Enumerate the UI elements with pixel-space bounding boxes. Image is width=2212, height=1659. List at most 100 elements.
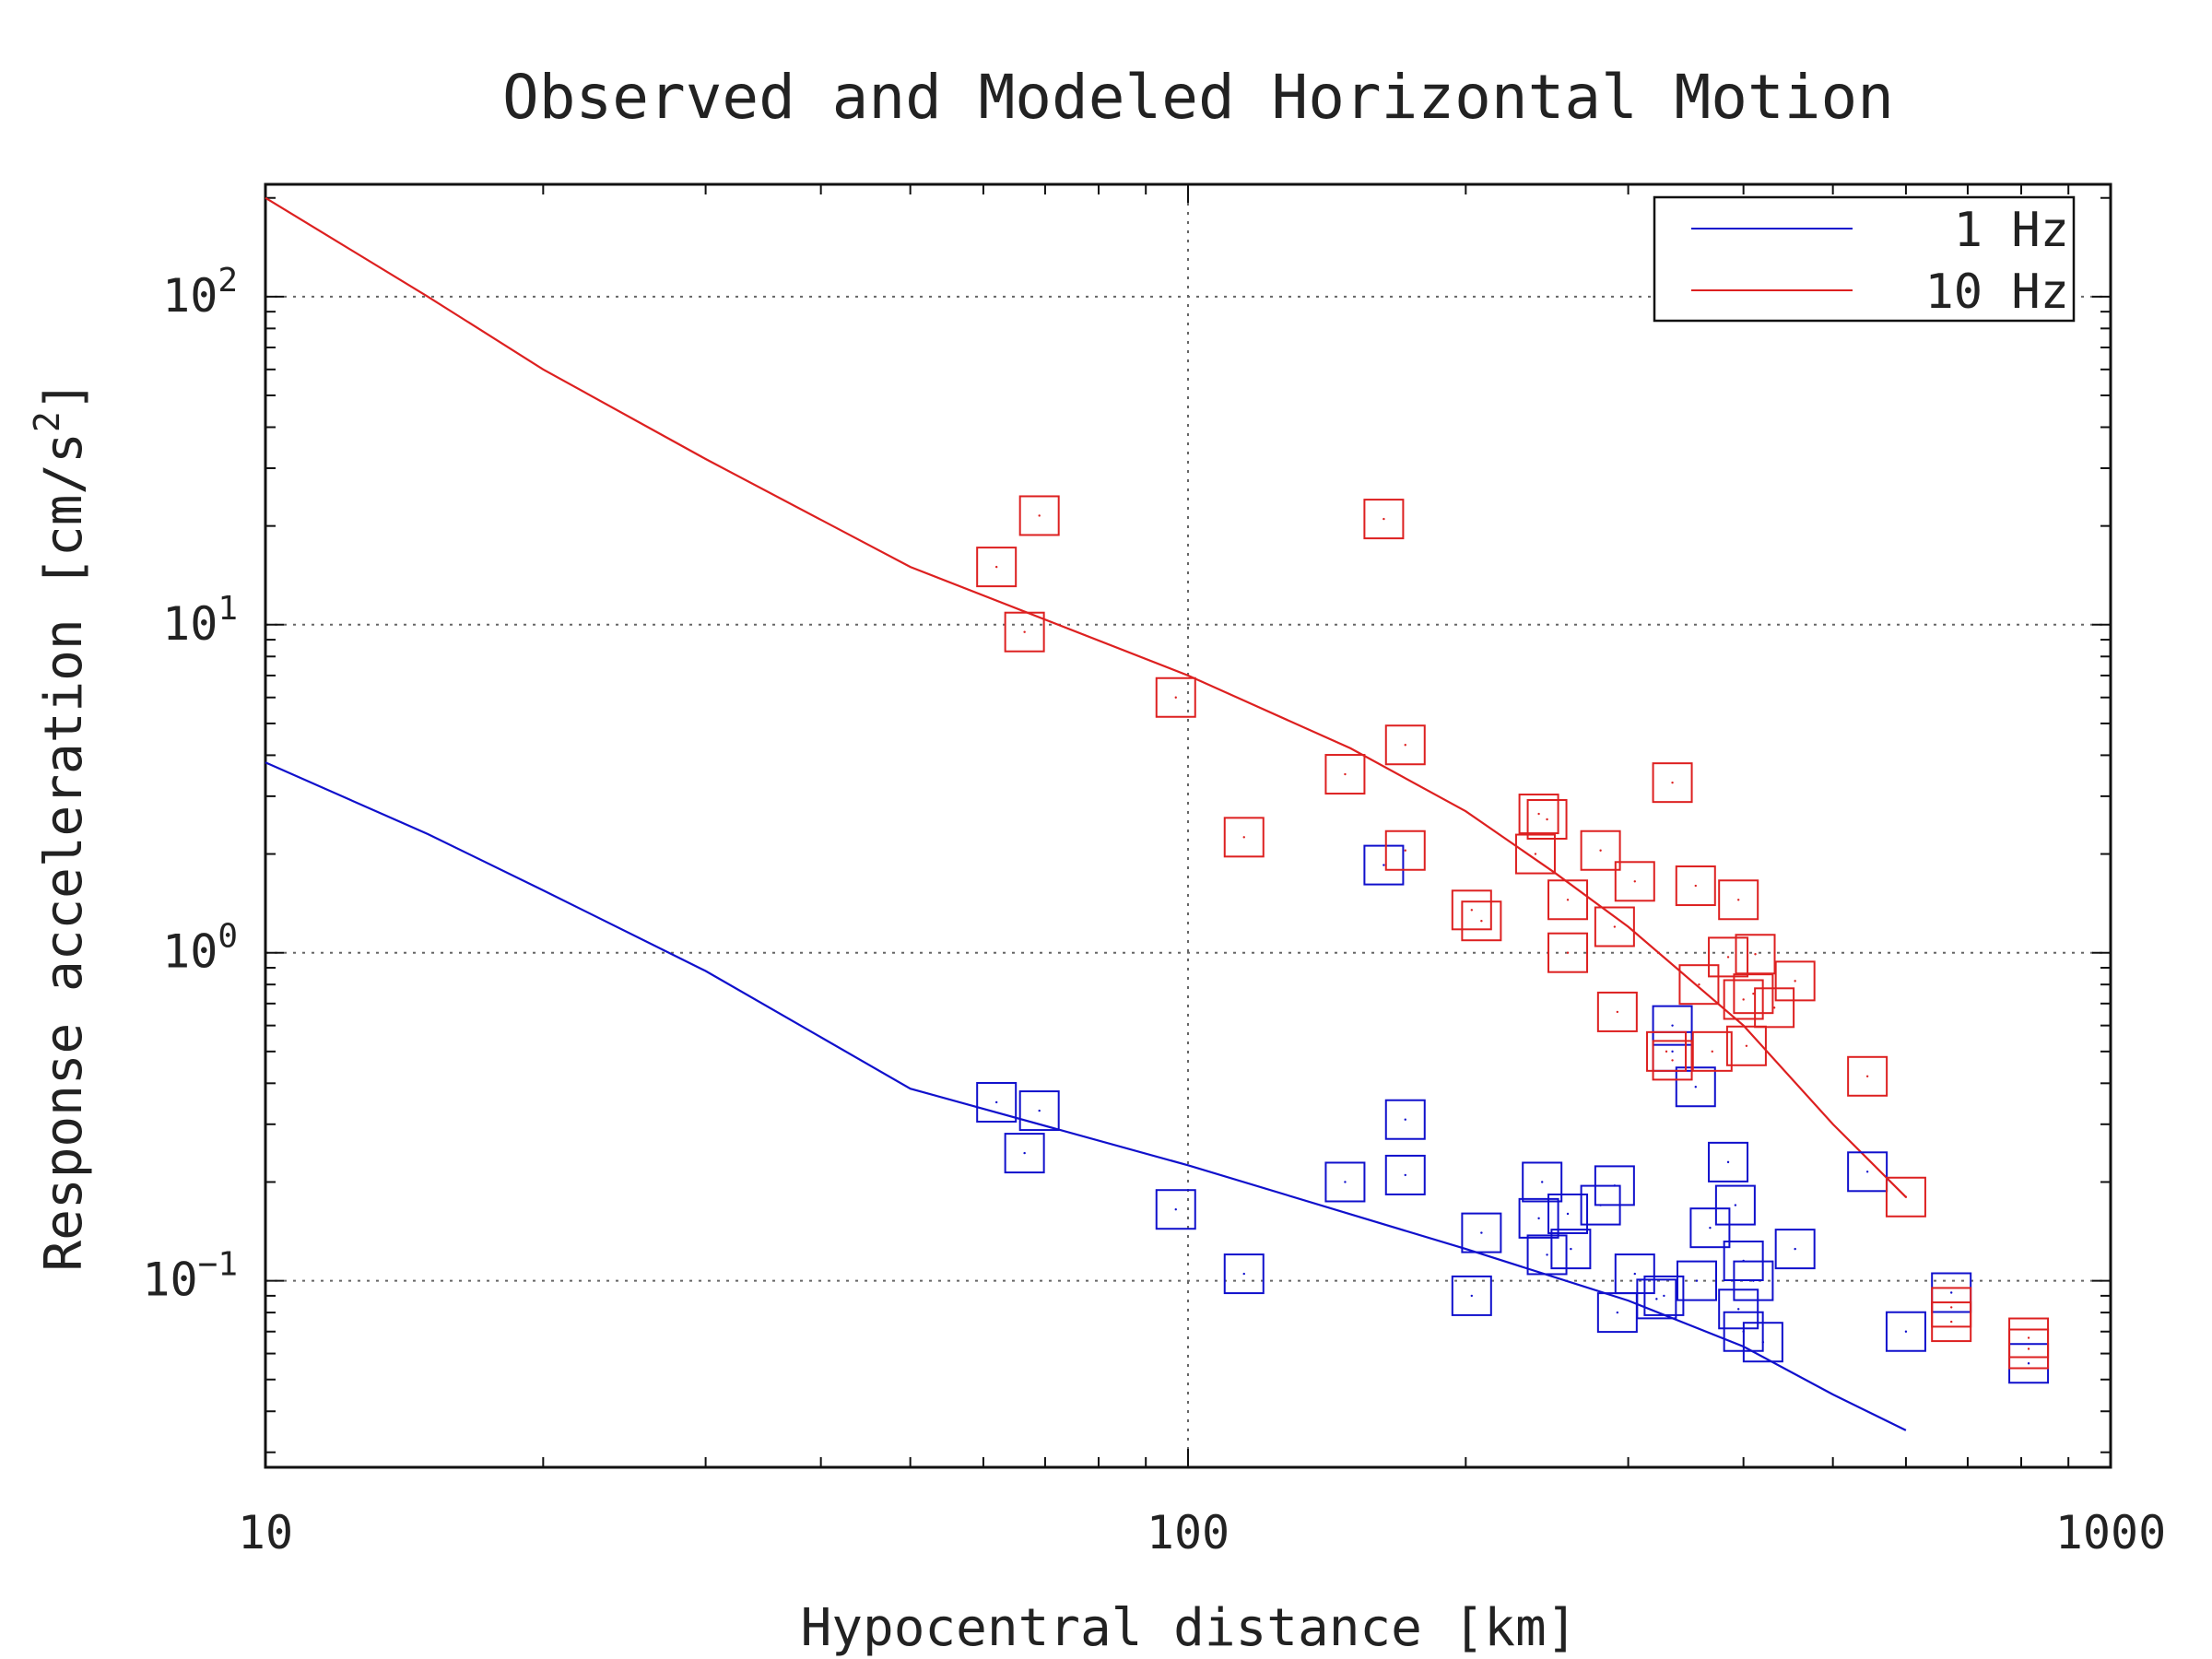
observed-point-center-1hz bbox=[1570, 1247, 1572, 1251]
observed-point-center-10hz bbox=[1404, 744, 1406, 747]
observed-point-center-10hz bbox=[1745, 1044, 1748, 1047]
observed-point-center-1hz bbox=[1633, 1272, 1636, 1276]
observed-point-center-1hz bbox=[1038, 1109, 1041, 1112]
observed-point-1hz bbox=[1614, 1253, 1655, 1295]
observed-point-10hz bbox=[1652, 762, 1693, 804]
observed-point-10hz bbox=[1547, 879, 1589, 921]
observed-point-center-1hz bbox=[1671, 1050, 1674, 1053]
observed-point-10hz bbox=[1155, 677, 1196, 718]
y-axis-label-close: ] bbox=[34, 381, 94, 412]
observed-point-center-10hz bbox=[1694, 884, 1697, 888]
x-tick-label: 10 bbox=[238, 1506, 293, 1559]
legend-label-1hz: 1 Hz bbox=[1954, 203, 2069, 258]
observed-point-center-10hz bbox=[2027, 1347, 2030, 1350]
observed-point-center-1hz bbox=[1537, 1217, 1540, 1220]
observed-point-10hz bbox=[1518, 794, 1559, 835]
observed-point-10hz bbox=[1847, 1055, 1888, 1097]
observed-point-center-10hz bbox=[1382, 517, 1385, 521]
observed-point-1hz bbox=[1155, 1189, 1196, 1230]
observed-point-1hz bbox=[1550, 1229, 1592, 1270]
x-tick-label: 1000 bbox=[2055, 1506, 2166, 1559]
observed-point-1hz bbox=[1643, 1275, 1685, 1316]
observed-point-center-1hz bbox=[1546, 1253, 1548, 1256]
observed-point-center-1hz bbox=[1382, 864, 1385, 866]
observed-point-center-1hz bbox=[1470, 1294, 1474, 1298]
observed-point-center-10hz bbox=[1904, 1195, 1908, 1198]
observed-point-10hz bbox=[1675, 865, 1716, 907]
y-tick-label: 100 bbox=[162, 918, 238, 979]
observed-point-center-1hz bbox=[1949, 1291, 1953, 1294]
observed-point-10hz bbox=[1754, 987, 1795, 1029]
y-axis-label-sup: 2 bbox=[27, 411, 67, 432]
observed-point-10hz bbox=[1735, 934, 1776, 975]
observed-point-center-1hz bbox=[1761, 1341, 1765, 1344]
observed-point-1hz bbox=[1742, 1322, 1783, 1363]
observed-point-center-10hz bbox=[1404, 849, 1406, 852]
model-lines bbox=[265, 196, 1907, 1431]
observed-point-10hz bbox=[1646, 1030, 1688, 1072]
observed-point-center-1hz bbox=[2027, 1362, 2030, 1365]
observed-point-center-1hz bbox=[1865, 1171, 1869, 1173]
observed-point-center-10hz bbox=[994, 565, 998, 569]
observed-point-center-1hz bbox=[1726, 1160, 1730, 1164]
observed-point-center-10hz bbox=[1671, 781, 1674, 784]
observed-point-1hz bbox=[1594, 1165, 1635, 1206]
observed-point-center-1hz bbox=[1242, 1272, 1245, 1276]
observed-point-center-10hz bbox=[1949, 1320, 1953, 1324]
observed-point-center-10hz bbox=[1794, 980, 1796, 982]
observed-point-center-1hz bbox=[994, 1100, 998, 1104]
observed-point-center-1hz bbox=[1752, 1279, 1755, 1282]
observed-point-center-1hz bbox=[1671, 1024, 1674, 1027]
grid bbox=[265, 184, 2111, 1467]
observed-point-1hz bbox=[1324, 1161, 1366, 1203]
observed-point-1hz bbox=[1547, 1193, 1589, 1234]
observed-point-center-1hz bbox=[1663, 1294, 1665, 1298]
observed-point-1hz bbox=[1518, 1197, 1559, 1239]
observed-point-center-1hz bbox=[1566, 1212, 1570, 1216]
observed-point-1hz bbox=[1384, 1154, 1426, 1195]
observed-point-center-10hz bbox=[1772, 1006, 1776, 1009]
observed-point-1hz bbox=[1461, 1212, 1502, 1253]
legend: 1 Hz 10 Hz bbox=[1653, 195, 2076, 323]
observed-point-10hz bbox=[1614, 861, 1655, 902]
observed-point-center-10hz bbox=[1698, 982, 1700, 986]
observed-point-10hz bbox=[1774, 960, 1816, 1002]
y-tick-label: 101 bbox=[162, 590, 238, 651]
observed-point-center-1hz bbox=[1904, 1330, 1908, 1333]
observed-point-center-10hz bbox=[1566, 951, 1570, 954]
observed-point-1hz bbox=[1451, 1275, 1492, 1316]
observed-point-10hz bbox=[1384, 724, 1426, 766]
observed-point-1hz bbox=[1363, 844, 1405, 886]
observed-point-center-10hz bbox=[1480, 920, 1483, 923]
observed-point-10hz bbox=[1004, 611, 1045, 653]
observed-point-center-10hz bbox=[1711, 1050, 1713, 1053]
observed-point-center-1hz bbox=[1540, 1181, 1544, 1183]
observed-point-center-1hz bbox=[1480, 1231, 1483, 1234]
observed-point-center-10hz bbox=[1599, 849, 1602, 852]
observed-point-center-10hz bbox=[1949, 1306, 1953, 1309]
observed-point-10hz bbox=[1547, 932, 1589, 973]
observed-point-center-10hz bbox=[1752, 992, 1755, 995]
observed-point-1hz bbox=[1018, 1090, 1060, 1132]
observed-point-10hz bbox=[1018, 495, 1060, 536]
y-tick-label: 10−1 bbox=[142, 1246, 238, 1307]
observed-point-10hz bbox=[1451, 889, 1492, 931]
observed-markers bbox=[976, 495, 2050, 1384]
observed-point-10hz bbox=[1725, 1025, 1767, 1066]
observed-point-center-10hz bbox=[2027, 1336, 2030, 1339]
observed-point-10hz bbox=[1594, 906, 1635, 947]
observed-point-center-1hz bbox=[1023, 1151, 1026, 1155]
observed-point-10hz bbox=[976, 547, 1018, 588]
tick-labels: 10 100 1000 10−1 100 101 102 bbox=[142, 262, 2166, 1559]
observed-point-10hz bbox=[1526, 799, 1568, 841]
observed-point-center-1hz bbox=[1734, 1204, 1737, 1206]
observed-point-1hz bbox=[1677, 1260, 1718, 1301]
observed-point-center-1hz bbox=[1655, 1298, 1658, 1300]
observed-point-center-10hz bbox=[1537, 812, 1540, 816]
observed-point-1hz bbox=[1652, 1005, 1693, 1046]
observed-point-center-10hz bbox=[1546, 818, 1548, 821]
observed-point-10hz bbox=[1885, 1176, 1926, 1218]
observed-point-1hz bbox=[1636, 1278, 1677, 1320]
observed-point-center-10hz bbox=[1633, 880, 1636, 883]
observed-point-1hz bbox=[1223, 1253, 1265, 1295]
